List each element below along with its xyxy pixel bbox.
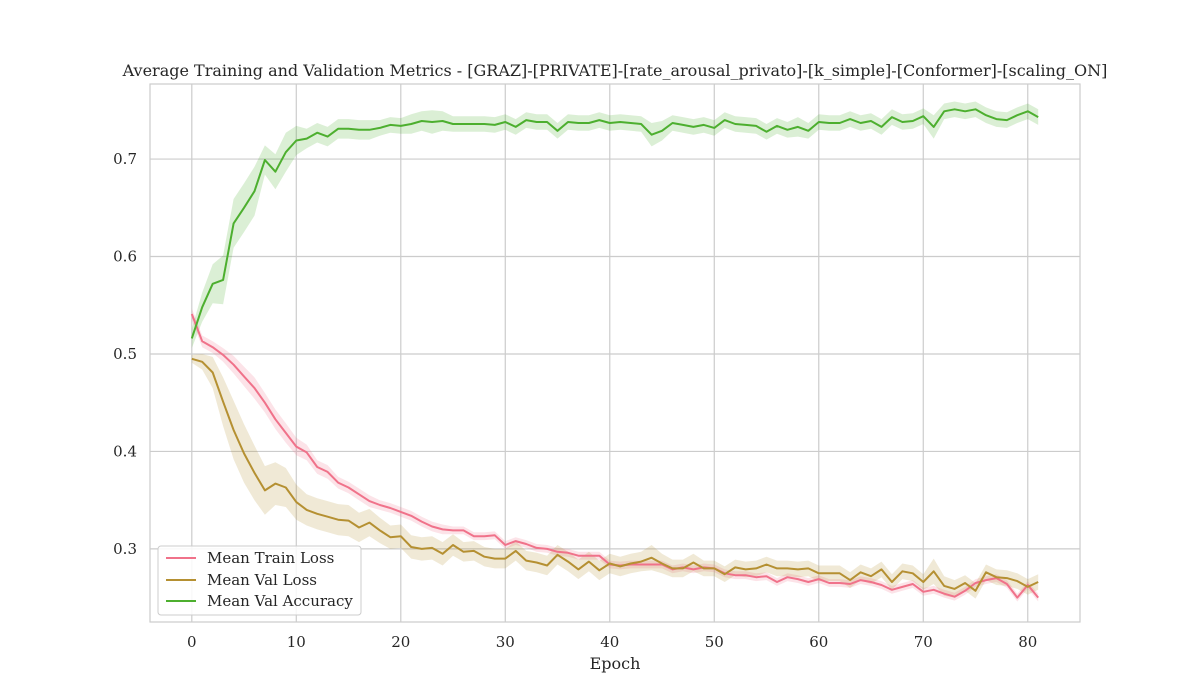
legend-frame bbox=[157, 545, 362, 616]
x-tick-label: 80 bbox=[1018, 633, 1037, 651]
band-val-loss bbox=[191, 354, 1039, 599]
x-tick-label: 60 bbox=[809, 633, 828, 651]
x-tick-label: 40 bbox=[600, 633, 619, 651]
legend-label-val-loss: Mean Val Loss bbox=[207, 571, 317, 589]
x-tick-label: 10 bbox=[287, 633, 306, 651]
legend-label-train-loss: Mean Train Loss bbox=[207, 549, 334, 567]
y-tick-label: 0.7 bbox=[113, 150, 137, 168]
legend: Mean Train Loss Mean Val Loss Mean Val A… bbox=[157, 545, 362, 616]
x-tick-label: 30 bbox=[496, 633, 515, 651]
chart-title: Average Training and Validation Metrics … bbox=[122, 61, 1108, 80]
band-val-accuracy bbox=[191, 101, 1039, 349]
x-axis-title: Epoch bbox=[590, 654, 641, 673]
y-tick-label: 0.3 bbox=[113, 540, 137, 558]
y-tick-label: 0.4 bbox=[113, 442, 137, 460]
series-lines bbox=[190, 108, 1039, 599]
x-tick-label: 20 bbox=[391, 633, 410, 651]
series-line-val-accuracy bbox=[190, 108, 1039, 339]
tick-labels: 0 10 20 30 40 50 60 70 80 0.3 0.4 0.5 0.6 0.7 bbox=[113, 150, 1037, 651]
series-line-val-loss bbox=[191, 357, 1039, 592]
legend-label-val-accuracy: Mean Val Accuracy bbox=[207, 592, 353, 610]
y-tick-label: 0.6 bbox=[113, 248, 137, 266]
plot-area-frame bbox=[149, 83, 1081, 623]
confidence-bands bbox=[191, 101, 1039, 602]
x-tick-label: 70 bbox=[914, 633, 933, 651]
x-tick-label: 0 bbox=[187, 633, 197, 651]
x-tick-label: 50 bbox=[705, 633, 724, 651]
y-tick-label: 0.5 bbox=[113, 345, 137, 363]
